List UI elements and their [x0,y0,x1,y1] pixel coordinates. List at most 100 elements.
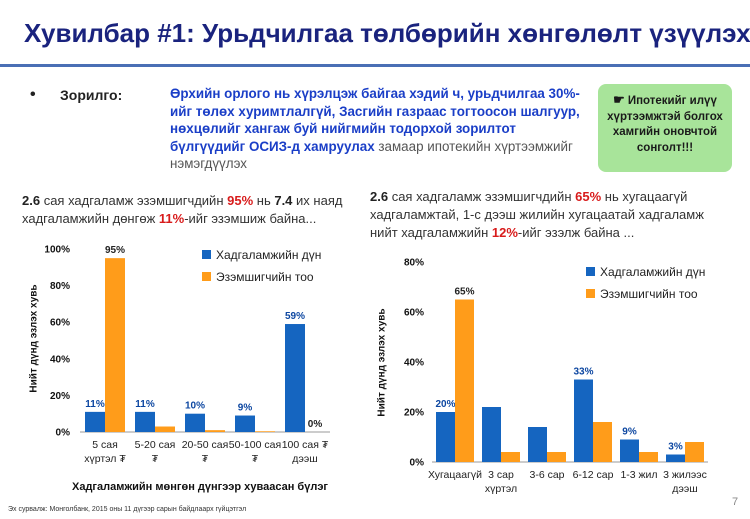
left-chart-x-tick-label: дээш [292,453,317,465]
right-chart-y-tick-label: 60% [404,308,424,319]
desc-text: их наяд хадгаламжийн дөнгөж [22,193,343,226]
title-divider [0,64,750,67]
right-chart-x-tick-label: 3-6 сар [529,469,564,481]
desc-highlight: 65% [575,189,602,204]
left-chart-bar [255,431,275,432]
desc-text: -ийг эзэмшиж байна... [184,211,317,226]
left-chart-data-label: 11% [85,399,105,410]
left-chart-legend-swatch [202,250,211,259]
left-chart-x-axis-title: Хадгаламжийн мөнгөн дүнгээр хуваасан бүл… [72,481,328,493]
left-chart-bar [85,411,105,432]
left-chart-x-tick-label: ₮ [202,453,209,465]
pointing-hand-icon: ☛ [613,92,625,107]
right-chart-data-label: 3% [668,442,683,453]
right-chart-bar [574,379,593,462]
right-chart-data-label: 20% [435,399,455,410]
desc-number: 7.4 [274,193,293,208]
right-chart-legend-label: Хадгаламжийн дүн [600,265,705,279]
left-chart-legend-label: Эзэмшигчийн тоо [216,270,314,284]
left-chart-y-tick-label: 80% [50,281,70,292]
right-chart-x-tick-label: 6-12 сар [573,469,614,481]
goal-bullet: • [30,86,36,103]
left-chart-y-tick-label: 20% [50,391,70,402]
right-chart-data-label: 65% [454,287,474,298]
right-chart-y-tick-label: 80% [404,258,424,269]
left-chart-legend-swatch [202,272,211,281]
goal-text-rest: замаар ипотекийн хүртээмжийг нэмэгдүүлэх [170,138,573,172]
left-bar-chart: 0% 20% 40% 60% 80% 100% 11% 95% 5 сая хүртэл ₮ 11%… [44,245,330,493]
desc-number: 2.6 [22,193,41,208]
desc-text: сая хадгаламж эзэмшигчдийн [388,189,576,204]
left-chart-y-tick-label: 40% [50,354,70,365]
right-chart-x-tick-label: 1-3 жил [620,469,657,481]
right-chart-y-tick-label: 20% [404,408,424,419]
left-chart-data-label: 95% [105,245,125,256]
left-chart-bar [205,430,225,432]
right-chart-bar [455,299,474,462]
recommendation-badge: ☛ Ипотекийг илүү хүртээмжтэй болгох хамги… [598,84,732,172]
right-chart-legend-swatch [586,289,595,298]
page-title: Хувилбар #1: Урьдчилгаа төлбөрийн хөнгөл… [24,18,750,48]
left-chart-data-label: 10% [185,401,205,412]
desc-highlight: 11% [158,211,185,226]
left-chart-x-tick-label: 20-50 сая [182,439,229,451]
right-chart-legend-swatch [586,267,595,276]
right-chart-x-tick-label: хүртэл [485,483,517,495]
right-chart-bar [528,427,547,462]
right-chart-bar [547,452,566,462]
left-chart-bar [235,415,255,432]
right-chart-x-tick-label: 3 жилээс [663,469,707,481]
desc-number: 2.6 [370,189,389,204]
right-chart-bar [436,412,455,462]
right-chart-y-tick-label: 40% [404,358,424,369]
left-chart-data-label: 59% [285,311,305,322]
page-number: 7 [732,496,739,508]
left-chart-bar [185,413,205,432]
right-chart-bar [501,452,520,462]
right-chart-bar [620,439,639,462]
right-chart-y-tick-label: 0% [410,458,425,469]
left-chart-description: 2.6 сая хадгаламж эзэмшигчдийн 95% нь 7.… [22,192,362,228]
right-chart-x-tick-label: Хугацаагүй [428,469,482,481]
source-note: Эх сурвалж: Монголбанк, 2015 оны 11 дүгэ… [8,506,247,513]
left-chart-bar [135,411,155,432]
right-bar-chart: 0% 20% 40% 60% 80% 20% 65% Хугацаагүй 3 сар хүртэ… [404,258,708,495]
desc-text: нь хугацаагүй хадгаламжтай, 1-с дээш жил… [370,189,704,240]
left-chart-x-tick-label: ₮ [252,453,259,465]
right-chart-bar [685,442,704,462]
right-chart-bar [639,452,658,462]
right-chart-bar [482,407,501,462]
desc-highlight: 12% [491,225,518,240]
left-chart-data-label: 0% [308,419,323,430]
left-chart-x-tick-label: 5 сая [92,439,118,451]
badge-text: Ипотекийг илүү хүртээмжтэй болгох хамгий… [607,95,723,154]
right-chart-legend-label: Эзэмшигчийн тоо [600,287,698,301]
left-chart-bar [105,258,125,432]
goal-text: Өрхийн орлого нь хүрэлцэж байгаа хэдий ч… [170,85,588,173]
desc-text: нь [253,193,275,208]
left-chart-bar [285,324,305,432]
right-chart-description: 2.6 сая хадгаламж эзэмшигчдийн 65% нь ху… [370,188,732,242]
desc-highlight: 95% [227,193,254,208]
right-chart-bar [666,454,685,462]
left-chart-data-label: 9% [238,403,253,414]
left-chart-x-tick-label: 100 сая ₮ [282,439,329,451]
left-chart-data-label: 11% [135,399,155,410]
left-chart-y-tick-label: 0% [56,428,71,439]
left-chart-x-tick-label: хүртэл ₮ [84,453,126,465]
right-chart-data-label: 9% [622,427,637,438]
right-chart-x-tick-label: 3 сар [488,469,514,481]
desc-text: сая хадгаламж эзэмшигчдийн [40,193,228,208]
left-chart-bar [155,426,175,432]
right-chart-x-tick-label: дээш [672,483,697,495]
left-chart-y-tick-label: 100% [44,245,70,256]
left-chart-x-tick-label: 5-20 сая [135,439,176,451]
right-chart-bar [593,422,612,462]
right-chart-data-label: 33% [573,367,593,378]
left-chart-x-tick-label: 50-100 сая [229,439,281,451]
goal-label: Зорилго: [60,87,123,103]
left-chart-x-tick-label: ₮ [152,453,159,465]
left-chart-legend-label: Хадгаламжийн дүн [216,248,321,262]
desc-text: -ийг эзэлж байна ... [517,225,635,240]
goal-text-highlight: Өрхийн орлого нь хүрэлцэж байгаа хэдий ч… [170,86,580,154]
